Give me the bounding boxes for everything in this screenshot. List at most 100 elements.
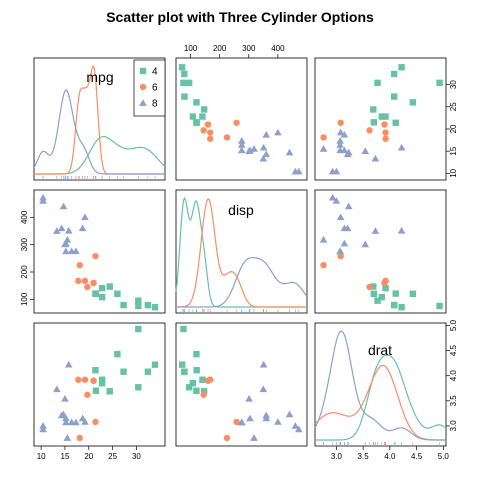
point-group-6	[320, 261, 327, 269]
point-group-8	[291, 167, 300, 175]
point-group-6	[75, 277, 82, 285]
y-tick-label: 5.0	[449, 319, 458, 331]
point-group-8	[340, 130, 349, 138]
y-tick-label: 400	[20, 210, 29, 224]
point-group-4	[181, 368, 188, 375]
point-group-4	[370, 119, 378, 126]
point-group-6	[204, 121, 212, 128]
point-group-4	[135, 297, 142, 304]
point-group-6	[90, 279, 97, 287]
x-tick-label: 300	[242, 44, 256, 53]
point-group-4	[120, 301, 127, 309]
point-group-4	[200, 106, 208, 113]
panel-frame	[175, 57, 308, 181]
point-group-4	[144, 368, 152, 375]
y-tick-label: 100	[20, 292, 29, 306]
panel-mpg-mpg: mpg	[33, 57, 166, 181]
x-tick-label: 30	[132, 452, 141, 461]
point-group-6	[76, 261, 83, 269]
point-group-4	[436, 302, 443, 310]
point-group-6	[382, 135, 389, 142]
point-group-6	[207, 376, 214, 383]
point-group-8	[397, 143, 406, 151]
point-group-6	[223, 434, 231, 442]
point-group-4	[398, 64, 405, 71]
panels-group: mpg disp drat 10 15 20 25 30 3.0 3.5 4.0 4.5 5.0 100 2…	[20, 44, 458, 461]
point-group-8	[250, 434, 258, 441]
x-tick-label: 4.5	[411, 452, 423, 461]
panel-disp-mpg	[33, 189, 166, 314]
point-group-6	[337, 252, 344, 260]
point-group-8	[237, 418, 246, 426]
legend-label-4: 4	[152, 67, 158, 78]
panel-mpg-drat	[314, 57, 447, 181]
point-group-4	[390, 70, 398, 78]
point-group-8	[344, 148, 353, 156]
point-group-8	[39, 422, 47, 429]
point-group-8	[250, 145, 258, 152]
point-group-6	[81, 277, 89, 285]
y-tick-label: 10	[449, 168, 458, 177]
x-tick-label: 10	[37, 452, 46, 461]
point-group-6	[200, 391, 207, 398]
point-group-8	[274, 418, 282, 425]
panel-frame	[33, 57, 166, 181]
point-group-6	[200, 127, 207, 134]
point-group-8	[245, 147, 253, 155]
point-group-8	[59, 202, 68, 210]
point-group-8	[61, 395, 69, 402]
point-group-8	[61, 240, 69, 248]
chart-title: Scatter plot with Three Cylinder Options	[106, 9, 374, 25]
point-group-6	[320, 134, 327, 141]
point-group-6	[223, 134, 231, 141]
point-group-4	[92, 290, 99, 297]
point-group-8	[371, 227, 380, 234]
point-group-8	[262, 150, 271, 158]
density-curve-6	[314, 364, 446, 441]
point-group-8	[343, 224, 352, 232]
y-tick-label: 20	[449, 124, 458, 133]
point-group-6	[84, 391, 91, 398]
point-group-6	[337, 119, 344, 126]
point-group-4	[398, 304, 405, 311]
point-group-4	[92, 387, 100, 394]
point-group-6	[76, 434, 83, 442]
point-group-4	[114, 290, 121, 297]
x-tick-label: 3.5	[358, 452, 370, 461]
point-group-4	[378, 113, 386, 120]
point-group-4	[135, 302, 142, 310]
y-tick-label: 3.5	[449, 395, 458, 407]
point-group-6	[382, 277, 389, 285]
point-group-8	[336, 128, 345, 136]
point-group-4	[189, 113, 197, 120]
point-group-8	[319, 235, 328, 243]
point-group-4	[370, 290, 378, 298]
panel-frame	[33, 322, 166, 447]
panel-drat-mpg	[33, 322, 166, 447]
panel-frame	[314, 322, 447, 447]
point-group-4	[382, 284, 389, 292]
point-group-8	[328, 193, 337, 201]
point-group-6	[90, 377, 97, 384]
point-group-4	[199, 376, 206, 383]
point-group-6	[382, 129, 389, 136]
x-tick-label: 5.0	[438, 452, 450, 461]
point-group-4	[199, 113, 206, 120]
panel-disp-disp: disp	[175, 189, 308, 314]
point-group-8	[340, 239, 349, 247]
point-group-4	[114, 350, 121, 358]
point-group-8	[371, 154, 380, 162]
point-group-8	[237, 141, 246, 148]
point-group-4	[200, 388, 208, 395]
point-group-8	[245, 395, 253, 402]
point-group-8	[285, 148, 294, 156]
point-group-4	[382, 113, 389, 120]
point-group-4	[98, 284, 106, 292]
point-group-4	[181, 70, 188, 78]
point-group-8	[62, 247, 70, 255]
point-group-6	[84, 283, 91, 291]
y-tick-label: 30	[449, 80, 458, 89]
point-group-8	[397, 226, 406, 234]
density-curve-4	[315, 354, 447, 441]
point-group-8	[81, 213, 89, 221]
